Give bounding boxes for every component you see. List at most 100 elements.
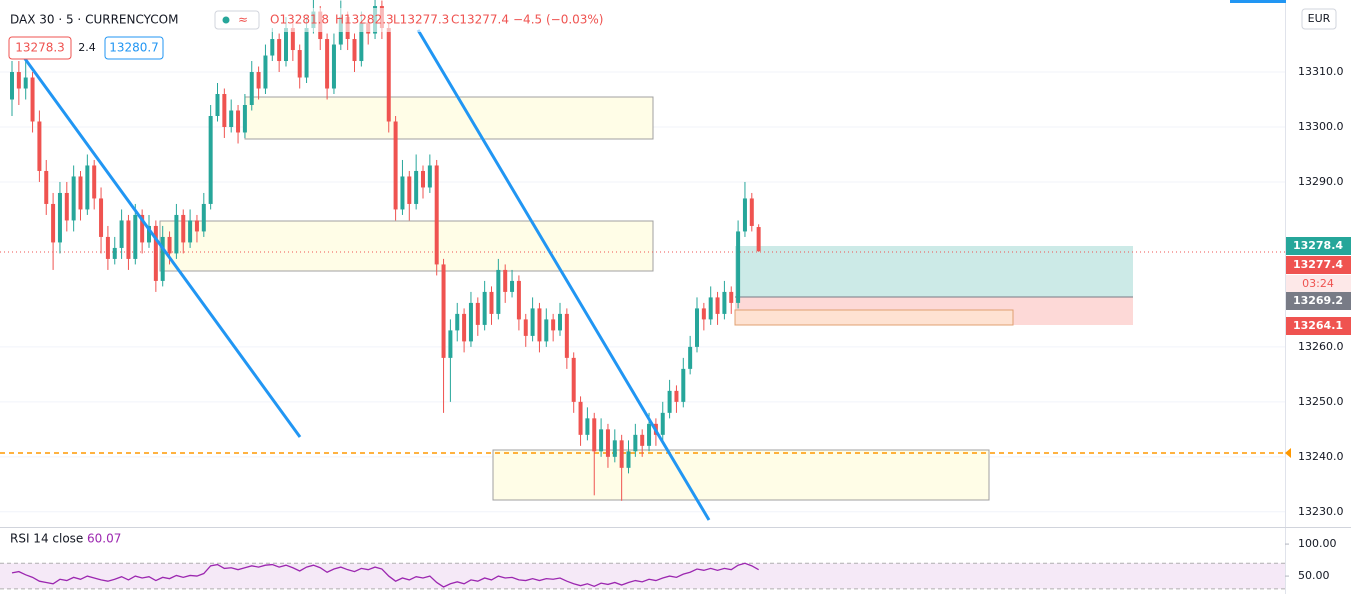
candle-body <box>174 214 179 254</box>
candle-body <box>201 203 206 232</box>
candle-body <box>188 220 193 243</box>
candle-body <box>427 165 432 188</box>
candle-body <box>414 170 419 204</box>
top-bar <box>1230 0 1286 3</box>
candle-body <box>605 429 610 457</box>
currency: EUR <box>1308 12 1331 25</box>
legend-open: O13281.8 <box>270 13 329 27</box>
candle-body <box>695 308 699 347</box>
spread: 2.4 <box>78 41 96 54</box>
price-tag-label: 13264.1 <box>1293 319 1343 332</box>
buy-button[interactable] <box>104 36 164 60</box>
position-profit[interactable] <box>735 246 1133 297</box>
candle-body <box>85 165 90 210</box>
candle-body <box>421 170 425 188</box>
candle-body <box>633 434 638 452</box>
candle-body <box>626 451 631 468</box>
candle-body <box>400 176 405 210</box>
alert-marker <box>1285 448 1291 458</box>
candle-body <box>564 313 569 358</box>
candle-body <box>44 170 49 204</box>
candle-body <box>558 313 562 331</box>
candle-body <box>551 319 556 331</box>
currency-badge[interactable] <box>1301 8 1337 30</box>
candle-body <box>242 105 247 133</box>
candle-body <box>51 203 56 243</box>
y-tick-label: 13290.0 <box>1298 175 1344 188</box>
candle-body <box>325 39 330 89</box>
candle-body <box>462 313 467 342</box>
candle-body <box>119 220 124 248</box>
candle-body <box>37 121 42 171</box>
candle-body <box>78 176 83 210</box>
candle-body <box>57 192 62 243</box>
candle-body <box>585 418 590 435</box>
candle-body <box>510 280 515 292</box>
legend-close: C13277.4 <box>451 13 509 27</box>
trend-line[interactable] <box>13 44 302 438</box>
candle-body <box>749 198 754 226</box>
candle-body <box>290 28 295 51</box>
candle-body <box>222 94 227 127</box>
candle-body <box>229 110 234 127</box>
legend-change: −4.5 (−0.03%) <box>513 13 604 27</box>
candle-body <box>708 297 713 320</box>
candle-body <box>126 220 131 259</box>
candle-body <box>674 390 679 402</box>
candle-body <box>729 291 734 303</box>
status-dot <box>222 16 230 24</box>
rsi-band <box>0 563 1285 589</box>
zone-box[interactable] <box>159 220 654 272</box>
candle-body <box>523 319 528 336</box>
candle-body <box>503 269 508 292</box>
candle-body <box>441 264 446 358</box>
candle-body <box>10 72 14 100</box>
zone-box[interactable] <box>734 309 1014 326</box>
candle-body <box>448 330 453 358</box>
candle-body <box>71 176 76 221</box>
price-tag <box>1286 317 1351 335</box>
candle-body <box>30 77 35 122</box>
candle-body <box>455 313 460 331</box>
y-tick-label: 13300.0 <box>1298 120 1344 133</box>
candle-body <box>386 28 391 122</box>
zone-box[interactable] <box>244 96 654 140</box>
price-tag-label: 13269.2 <box>1293 294 1343 307</box>
symbol[interactable]: DAX 30 · 5 · CURRENCYCOM <box>10 13 178 27</box>
candle-body <box>112 247 117 259</box>
status-badge[interactable] <box>214 10 260 30</box>
countdown-tag <box>1286 275 1351 292</box>
legend-high: H13282.3 <box>335 13 394 27</box>
candle-body <box>612 440 617 457</box>
price-tag-label: 13277.4 <box>1293 258 1343 271</box>
candle-body <box>681 368 686 402</box>
candle-body <box>23 77 28 89</box>
zone-box[interactable] <box>492 449 990 501</box>
candle-body <box>236 110 241 133</box>
countdown: 03:24 <box>1302 277 1334 290</box>
rsi-title: RSI 14 close <box>10 532 83 546</box>
sell-price[interactable]: 13278.3 <box>15 41 65 55</box>
candle-body <box>284 28 288 62</box>
candle-body <box>742 198 747 232</box>
candle-body <box>475 302 480 325</box>
candle-body <box>544 319 549 342</box>
candle-body <box>660 412 665 435</box>
candle-body <box>359 22 364 62</box>
candle-body <box>92 165 97 199</box>
candle-body <box>208 115 213 204</box>
candle-body <box>167 236 172 254</box>
sell-button[interactable] <box>8 36 72 60</box>
candle-body <box>277 39 282 62</box>
candle-body <box>407 176 412 204</box>
candle-body <box>489 291 494 314</box>
candle-body <box>181 214 186 243</box>
rsi-tick-label: 50.00 <box>1298 569 1330 582</box>
trend-line[interactable] <box>416 29 711 521</box>
candle-body <box>736 231 741 303</box>
y-tick-label: 13260.0 <box>1298 340 1344 353</box>
y-tick-label: 13230.0 <box>1298 505 1344 518</box>
buy-price[interactable]: 13280.7 <box>109 41 159 55</box>
candle-body <box>530 308 535 336</box>
candle-body <box>578 401 583 435</box>
